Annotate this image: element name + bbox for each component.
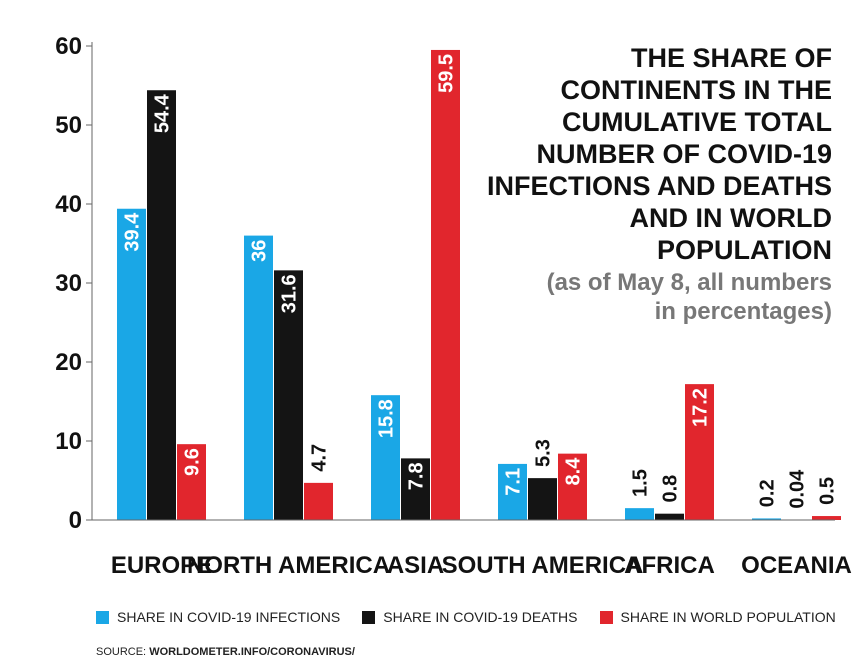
bar-value-label: 31.6: [279, 274, 301, 313]
x-tick-label: OCEANIA: [741, 552, 852, 579]
bar-europe-2: [177, 444, 206, 520]
legend-label-infections: SHARE IN COVID-19 INFECTIONS: [117, 609, 341, 625]
legend-swatch-deaths: [362, 610, 376, 624]
y-tick-label: 10: [55, 428, 82, 455]
bar-north-america-2: [304, 482, 333, 520]
bar-europe-0: [117, 208, 146, 521]
legend-item-deaths: SHARE IN COVID-19 DEATHS: [362, 609, 578, 625]
bar-value-label: 8.4: [563, 457, 585, 486]
legend-label-deaths: SHARE IN COVID-19 DEATHS: [383, 609, 578, 625]
bar-asia-0: [371, 395, 400, 520]
y-tick-label: 40: [55, 191, 82, 218]
bar-value-label: 0.8: [660, 475, 682, 503]
x-tick-label: ASIA: [387, 552, 444, 579]
chart-title: THE SHARE OF CONTINENTS IN THE CUMULATIV…: [486, 43, 832, 265]
bar-value-label: 0.2: [757, 479, 779, 507]
bar-value-label: 9.6: [182, 448, 204, 476]
bar-value-label: 7.1: [503, 468, 525, 496]
y-tick-label: 0: [69, 507, 82, 534]
bar-south-america-2: [558, 453, 587, 520]
bar-asia-1: [401, 458, 430, 520]
bar-value-label: 54.4: [152, 93, 174, 133]
legend-item-population: SHARE IN WORLD POPULATION: [599, 609, 836, 625]
bar-value-label: 0.5: [817, 477, 839, 505]
bar-south-america-1: [528, 478, 557, 520]
bar-value-label: 59.5: [436, 54, 458, 93]
bar-value-label: 0.04: [787, 469, 809, 509]
bar-value-label: 39.4: [122, 212, 144, 252]
source-prefix: SOURCE:: [96, 646, 150, 658]
bar-africa-2: [685, 384, 714, 520]
bar-oceania-2: [812, 516, 841, 520]
bar-value-label: 1.5: [630, 469, 652, 497]
x-tick-label: EUROPE: [111, 552, 212, 579]
bar-value-label: 17.2: [690, 388, 712, 427]
legend-swatch-population: [599, 610, 613, 624]
bar-africa-0: [625, 508, 654, 520]
legend-item-infections: SHARE IN COVID-19 INFECTIONS: [96, 609, 340, 625]
x-tick-label: SOUTH AMERICA: [442, 552, 644, 579]
bars: 39.4 54.4 9.6 36 31.6 4.7 15.8 7.8 59.5 7.1 5.3 8.4…: [117, 49, 841, 521]
source-text: WORLDOMETER.INFO/CORONAVIRUS/: [149, 646, 355, 658]
y-axis: 0 10 20 30 40 50 60: [55, 33, 93, 534]
bar-value-label: 4.7: [309, 444, 331, 472]
bar-value-label: 15.8: [376, 399, 398, 438]
bar-africa-1: [655, 513, 684, 520]
bar-asia-2: [431, 49, 460, 520]
legend: SHARE IN COVID-19 INFECTIONS SHARE IN CO…: [96, 609, 836, 625]
y-tick-label: 50: [55, 112, 82, 139]
y-tick-label: 20: [55, 349, 82, 376]
bar-north-america-0: [244, 235, 273, 520]
x-tick-label: AFRICA: [624, 552, 715, 579]
bar-value-label: 7.8: [406, 462, 428, 490]
bar-value-label: 36: [249, 240, 271, 262]
y-tick-label: 30: [55, 270, 82, 297]
bar-north-america-1: [274, 270, 303, 520]
bar-europe-1: [147, 90, 176, 521]
source-note: SOURCE: WORLDOMETER.INFO/CORONAVIRUS/: [96, 646, 355, 658]
bar-south-america-0: [498, 463, 527, 520]
y-tick-label: 60: [55, 33, 82, 60]
bar-oceania-0: [752, 518, 781, 520]
legend-label-population: SHARE IN WORLD POPULATION: [620, 609, 836, 625]
bar-value-label: 5.3: [533, 439, 555, 467]
x-tick-label: NORTH AMERICA: [187, 552, 390, 579]
title-block: THE SHARE OF CONTINENTS IN THE CUMULATIV…: [472, 42, 832, 326]
chart-subtitle: (as of May 8, all numbers in percentages…: [546, 269, 832, 325]
legend-swatch-infections: [96, 610, 109, 624]
